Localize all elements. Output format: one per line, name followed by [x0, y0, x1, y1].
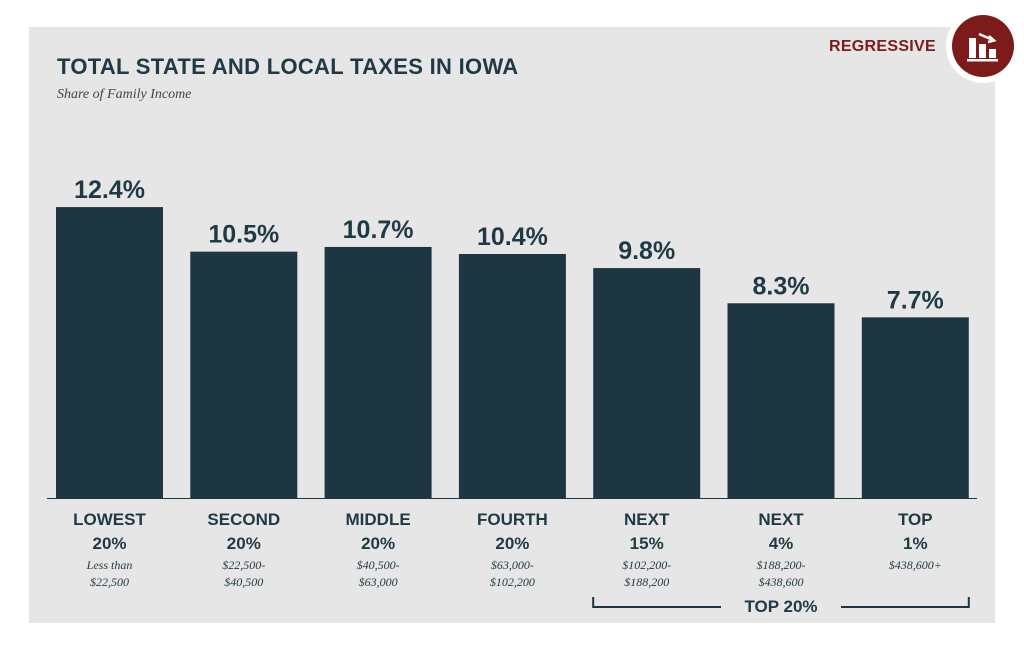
bar-4	[458, 254, 566, 498]
income-range-line1-2: $22,500-	[222, 558, 265, 572]
bar-value-label-5: 9.8%	[618, 237, 675, 265]
bar-value-label-1: 12.4%	[74, 176, 145, 204]
bar-2	[190, 251, 298, 498]
bar-5	[593, 268, 701, 498]
regressive-badge-circle	[952, 15, 1014, 77]
category-label-1: LOWEST	[73, 510, 146, 529]
bar-3	[324, 246, 432, 498]
regressive-chart-icon	[967, 32, 998, 62]
income-range-line2-6: $438,600	[759, 575, 804, 589]
income-range-line1-7: $438,600+	[889, 558, 942, 572]
bar-7	[861, 317, 969, 498]
regressive-label: REGRESSIVE	[828, 38, 936, 55]
income-range-line2-4: $102,200	[490, 575, 535, 589]
top-20-bracket-label: TOP 20%	[744, 597, 818, 616]
income-range-line2-2: $40,500	[224, 575, 263, 589]
category-label-3: MIDDLE	[346, 510, 411, 529]
category-label-2: SECOND	[207, 510, 280, 529]
regressive-badge	[946, 9, 1020, 83]
category-percent-3: 20%	[361, 534, 395, 553]
category-percent-6: 4%	[769, 534, 794, 553]
category-percent-2: 20%	[227, 534, 261, 553]
category-label-5: NEXT	[624, 510, 670, 529]
category-percent-4: 20%	[495, 534, 529, 553]
category-label-7: TOP	[898, 510, 933, 529]
category-label-6: NEXT	[758, 510, 804, 529]
category-label-4: FOURTH	[477, 510, 548, 529]
income-range-line1-1: Less than	[86, 558, 133, 572]
top-20-bracket-right	[841, 597, 970, 608]
income-range-line1-6: $188,200-	[757, 558, 806, 572]
income-range-line1-3: $40,500-	[357, 558, 400, 572]
bar-value-label-2: 10.5%	[208, 221, 279, 249]
income-range-line2-1: $22,500	[90, 575, 129, 589]
chart-title: TOTAL STATE AND LOCAL TAXES IN IOWA	[57, 54, 519, 79]
bar-value-label-3: 10.7%	[343, 216, 414, 244]
bar-6	[727, 303, 835, 498]
top-20-bracket-left	[592, 597, 721, 608]
income-range-line1-4: $63,000-	[491, 558, 534, 572]
bar-value-label-7: 7.7%	[887, 286, 944, 314]
income-range-line2-5: $188,200	[624, 575, 669, 589]
chart-subtitle: Share of Family Income	[57, 87, 192, 102]
category-percent-5: 15%	[630, 534, 664, 553]
income-range-line1-5: $102,200-	[622, 558, 671, 572]
bar-1	[56, 207, 163, 499]
category-percent-7: 1%	[903, 534, 928, 553]
category-percent-1: 20%	[92, 534, 126, 553]
bar-value-label-4: 10.4%	[477, 223, 548, 251]
bar-value-label-6: 8.3%	[753, 272, 810, 300]
income-range-line2-3: $63,000	[359, 575, 398, 589]
